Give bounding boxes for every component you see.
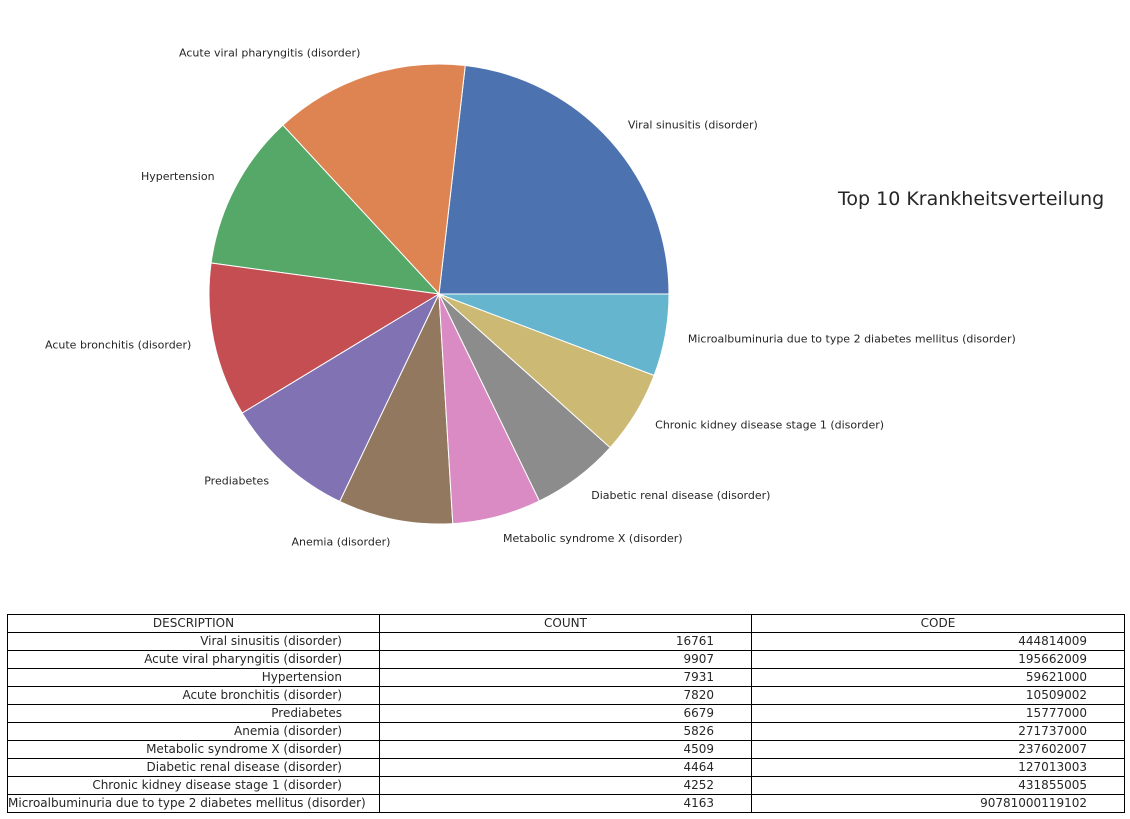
header-description: DESCRIPTION xyxy=(7,614,380,633)
table-row: Anemia (disorder) 5826 271737000 xyxy=(7,722,1125,741)
cell-description: Microalbuminuria due to type 2 diabetes … xyxy=(7,794,380,813)
cell-code: 271737000 xyxy=(751,722,1125,741)
cell-count: 9907 xyxy=(379,650,752,669)
header-count: COUNT xyxy=(379,614,752,633)
cell-count: 4464 xyxy=(379,758,752,777)
cell-description: Hypertension xyxy=(7,668,380,687)
header-code: CODE xyxy=(751,614,1125,633)
cell-description: Anemia (disorder) xyxy=(7,722,380,741)
table-row: Viral sinusitis (disorder) 16761 444814009 xyxy=(7,632,1125,651)
pie-slices xyxy=(208,63,670,525)
slice-label: Hypertension xyxy=(141,170,215,183)
cell-code: 195662009 xyxy=(751,650,1125,669)
cell-count: 4509 xyxy=(379,740,752,759)
cell-code: 127013003 xyxy=(751,758,1125,777)
cell-count: 6679 xyxy=(379,704,752,723)
cell-description: Acute viral pharyngitis (disorder) xyxy=(7,650,380,669)
cell-code: 90781000119102 xyxy=(751,794,1125,813)
pie-chart: Viral sinusitis (disorder) Acute viral ph… xyxy=(45,47,1016,549)
cell-count: 5826 xyxy=(379,722,752,741)
cell-count: 16761 xyxy=(379,632,752,651)
slice-label: Prediabetes xyxy=(204,474,269,487)
cell-description: Metabolic syndrome X (disorder) xyxy=(7,740,380,759)
chart-title: Top 10 Krankheitsverteilung xyxy=(838,188,1105,210)
cell-code: 59621000 xyxy=(751,668,1125,687)
table-body: Viral sinusitis (disorder) 16761 444814009… xyxy=(7,632,1125,813)
cell-code: 10509002 xyxy=(751,686,1125,705)
cell-count: 4163 xyxy=(379,794,752,813)
slice-label: Chronic kidney disease stage 1 (disorder… xyxy=(655,418,884,431)
cell-count: 7820 xyxy=(379,686,752,705)
slice-label: Viral sinusitis (disorder) xyxy=(628,119,758,132)
pie-slice xyxy=(208,262,441,414)
cell-code: 431855005 xyxy=(751,776,1125,795)
slice-label: Acute viral pharyngitis (disorder) xyxy=(179,47,360,60)
pie-slice xyxy=(210,124,441,295)
pie-labels: Viral sinusitis (disorder) Acute viral ph… xyxy=(45,47,1016,549)
slice-label: Acute bronchitis (disorder) xyxy=(45,338,191,351)
table-row: Microalbuminuria due to type 2 diabetes … xyxy=(7,794,1125,813)
cell-code: 237602007 xyxy=(751,740,1125,759)
data-table-container: DESCRIPTION COUNT CODE Viral sinusitis (… xyxy=(0,614,1130,814)
data-table: DESCRIPTION COUNT CODE Viral sinusitis (… xyxy=(7,614,1125,813)
table-header-row: DESCRIPTION COUNT CODE xyxy=(7,614,1125,633)
pie-slice xyxy=(282,63,466,296)
cell-count: 4252 xyxy=(379,776,752,795)
table-row: Metabolic syndrome X (disorder) 4509 23760… xyxy=(7,740,1125,759)
table-row: Chronic kidney disease stage 1 (disorder… xyxy=(7,776,1125,795)
slice-label: Microalbuminuria due to type 2 diabetes … xyxy=(688,333,1016,346)
slice-label: Anemia (disorder) xyxy=(291,535,390,548)
cell-description: Prediabetes xyxy=(7,704,380,723)
table-row: Prediabetes 6679 15777000 xyxy=(7,704,1125,723)
pie-slice xyxy=(241,292,441,503)
table-row: Hypertension 7931 59621000 xyxy=(7,668,1125,687)
pie-slice xyxy=(438,293,670,377)
pie-slice xyxy=(438,64,670,295)
table-row: Acute viral pharyngitis (disorder) 9907 19… xyxy=(7,650,1125,669)
cell-description: Acute bronchitis (disorder) xyxy=(7,686,380,705)
cell-description: Viral sinusitis (disorder) xyxy=(7,632,380,651)
slice-label: Metabolic syndrome X (disorder) xyxy=(503,532,683,545)
cell-code: 444814009 xyxy=(751,632,1125,651)
table-row: Acute bronchitis (disorder) 7820 10509002 xyxy=(7,686,1125,705)
cell-count: 7931 xyxy=(379,668,752,687)
cell-description: Chronic kidney disease stage 1 (disorder… xyxy=(7,776,380,795)
cell-description: Diabetic renal disease (disorder) xyxy=(7,758,380,777)
cell-code: 15777000 xyxy=(751,704,1125,723)
slice-label: Diabetic renal disease (disorder) xyxy=(591,489,770,502)
table-row: Diabetic renal disease (disorder) 4464 127… xyxy=(7,758,1125,777)
pie-slice xyxy=(339,292,454,525)
